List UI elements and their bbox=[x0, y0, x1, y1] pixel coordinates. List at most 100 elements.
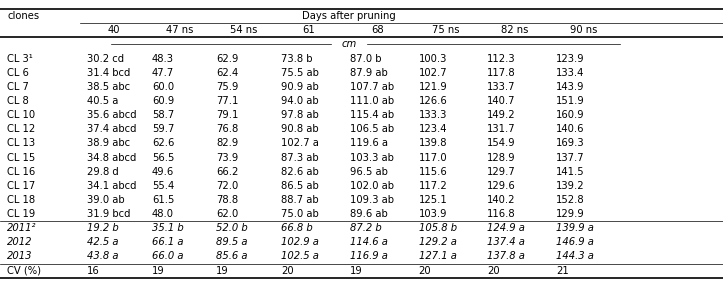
Text: 49.6: 49.6 bbox=[152, 167, 174, 177]
Text: 62.4: 62.4 bbox=[216, 68, 239, 78]
Text: 37.4 abcd: 37.4 abcd bbox=[87, 124, 136, 134]
Text: 75 ns: 75 ns bbox=[432, 25, 460, 35]
Text: 40.5 a: 40.5 a bbox=[87, 96, 118, 106]
Text: 119.6 a: 119.6 a bbox=[350, 138, 388, 149]
Text: 35.1 b: 35.1 b bbox=[152, 223, 184, 233]
Text: 48.0: 48.0 bbox=[152, 209, 174, 219]
Text: 151.9: 151.9 bbox=[556, 96, 585, 106]
Text: 116.9 a: 116.9 a bbox=[350, 252, 388, 261]
Text: 82.9: 82.9 bbox=[216, 138, 239, 149]
Text: 100.3: 100.3 bbox=[419, 54, 447, 64]
Text: 137.4 a: 137.4 a bbox=[487, 237, 525, 247]
Text: 48.3: 48.3 bbox=[152, 54, 174, 64]
Text: 102.7 a: 102.7 a bbox=[281, 138, 319, 149]
Text: 115.4 ab: 115.4 ab bbox=[350, 110, 394, 120]
Text: 47.7: 47.7 bbox=[152, 68, 174, 78]
Text: 56.5: 56.5 bbox=[152, 152, 174, 163]
Text: 87.9 ab: 87.9 ab bbox=[350, 68, 388, 78]
Text: 2012: 2012 bbox=[7, 237, 33, 247]
Text: 152.8: 152.8 bbox=[556, 195, 585, 205]
Text: 2011²: 2011² bbox=[7, 223, 37, 233]
Text: 131.7: 131.7 bbox=[487, 124, 516, 134]
Text: 117.0: 117.0 bbox=[419, 152, 448, 163]
Text: 144.3 a: 144.3 a bbox=[556, 252, 594, 261]
Text: 105.8 b: 105.8 b bbox=[419, 223, 457, 233]
Text: 139.9 a: 139.9 a bbox=[556, 223, 594, 233]
Text: 133.7: 133.7 bbox=[487, 82, 515, 92]
Text: 133.3: 133.3 bbox=[419, 110, 447, 120]
Text: 30.2 cd: 30.2 cd bbox=[87, 54, 124, 64]
Text: 89.5 a: 89.5 a bbox=[216, 237, 248, 247]
Text: 125.1: 125.1 bbox=[419, 195, 448, 205]
Text: cm: cm bbox=[341, 39, 356, 49]
Text: 143.9: 143.9 bbox=[556, 82, 584, 92]
Text: 133.4: 133.4 bbox=[556, 68, 584, 78]
Text: 103.3 ab: 103.3 ab bbox=[350, 152, 394, 163]
Text: CL 15: CL 15 bbox=[7, 152, 35, 163]
Text: 38.9 abc: 38.9 abc bbox=[87, 138, 130, 149]
Text: 126.6: 126.6 bbox=[419, 96, 448, 106]
Text: 89.6 ab: 89.6 ab bbox=[350, 209, 388, 219]
Text: CL 7: CL 7 bbox=[7, 82, 29, 92]
Text: 139.8: 139.8 bbox=[419, 138, 447, 149]
Text: 140.6: 140.6 bbox=[556, 124, 584, 134]
Text: 19: 19 bbox=[152, 266, 165, 276]
Text: 66.1 a: 66.1 a bbox=[152, 237, 184, 247]
Text: 54 ns: 54 ns bbox=[230, 25, 257, 35]
Text: 124.9 a: 124.9 a bbox=[487, 223, 525, 233]
Text: 123.4: 123.4 bbox=[419, 124, 447, 134]
Text: 127.1 a: 127.1 a bbox=[419, 252, 456, 261]
Text: Days after pruning: Days after pruning bbox=[302, 11, 395, 21]
Text: 40: 40 bbox=[108, 25, 121, 35]
Text: 61: 61 bbox=[302, 25, 315, 35]
Text: 139.2: 139.2 bbox=[556, 181, 585, 191]
Text: 29.8 d: 29.8 d bbox=[87, 167, 119, 177]
Text: CL 13: CL 13 bbox=[7, 138, 35, 149]
Text: 129.6: 129.6 bbox=[487, 181, 516, 191]
Text: 31.4 bcd: 31.4 bcd bbox=[87, 68, 130, 78]
Text: 60.0: 60.0 bbox=[152, 82, 174, 92]
Text: 73.8 b: 73.8 b bbox=[281, 54, 313, 64]
Text: 82 ns: 82 ns bbox=[501, 25, 529, 35]
Text: 68: 68 bbox=[371, 25, 384, 35]
Text: 62.9: 62.9 bbox=[216, 54, 239, 64]
Text: 19: 19 bbox=[350, 266, 363, 276]
Text: 140.2: 140.2 bbox=[487, 195, 515, 205]
Text: 62.0: 62.0 bbox=[216, 209, 239, 219]
Text: 20: 20 bbox=[281, 266, 294, 276]
Text: CL 8: CL 8 bbox=[7, 96, 29, 106]
Text: 154.9: 154.9 bbox=[487, 138, 516, 149]
Text: 114.6 a: 114.6 a bbox=[350, 237, 388, 247]
Text: 90.9 ab: 90.9 ab bbox=[281, 82, 319, 92]
Text: 129.9: 129.9 bbox=[556, 209, 585, 219]
Text: 82.6 ab: 82.6 ab bbox=[281, 167, 319, 177]
Text: 169.3: 169.3 bbox=[556, 138, 585, 149]
Text: 87.2 b: 87.2 b bbox=[350, 223, 382, 233]
Text: 94.0 ab: 94.0 ab bbox=[281, 96, 319, 106]
Text: 66.2: 66.2 bbox=[216, 167, 239, 177]
Text: 52.0 b: 52.0 b bbox=[216, 223, 248, 233]
Text: CL 12: CL 12 bbox=[7, 124, 35, 134]
Text: 20: 20 bbox=[419, 266, 431, 276]
Text: 90 ns: 90 ns bbox=[570, 25, 597, 35]
Text: 102.5 a: 102.5 a bbox=[281, 252, 319, 261]
Text: 117.8: 117.8 bbox=[487, 68, 516, 78]
Text: 58.7: 58.7 bbox=[152, 110, 174, 120]
Text: 121.9: 121.9 bbox=[419, 82, 448, 92]
Text: 149.2: 149.2 bbox=[487, 110, 516, 120]
Text: 97.8 ab: 97.8 ab bbox=[281, 110, 319, 120]
Text: CL 17: CL 17 bbox=[7, 181, 35, 191]
Text: 141.5: 141.5 bbox=[556, 167, 585, 177]
Text: 129.2 a: 129.2 a bbox=[419, 237, 456, 247]
Text: 160.9: 160.9 bbox=[556, 110, 585, 120]
Text: 16: 16 bbox=[87, 266, 100, 276]
Text: 31.9 bcd: 31.9 bcd bbox=[87, 209, 130, 219]
Text: 34.1 abcd: 34.1 abcd bbox=[87, 181, 136, 191]
Text: 107.7 ab: 107.7 ab bbox=[350, 82, 394, 92]
Text: 72.0: 72.0 bbox=[216, 181, 239, 191]
Text: CL 10: CL 10 bbox=[7, 110, 35, 120]
Text: 102.7: 102.7 bbox=[419, 68, 448, 78]
Text: 21: 21 bbox=[556, 266, 569, 276]
Text: 38.5 abc: 38.5 abc bbox=[87, 82, 130, 92]
Text: 103.9: 103.9 bbox=[419, 209, 447, 219]
